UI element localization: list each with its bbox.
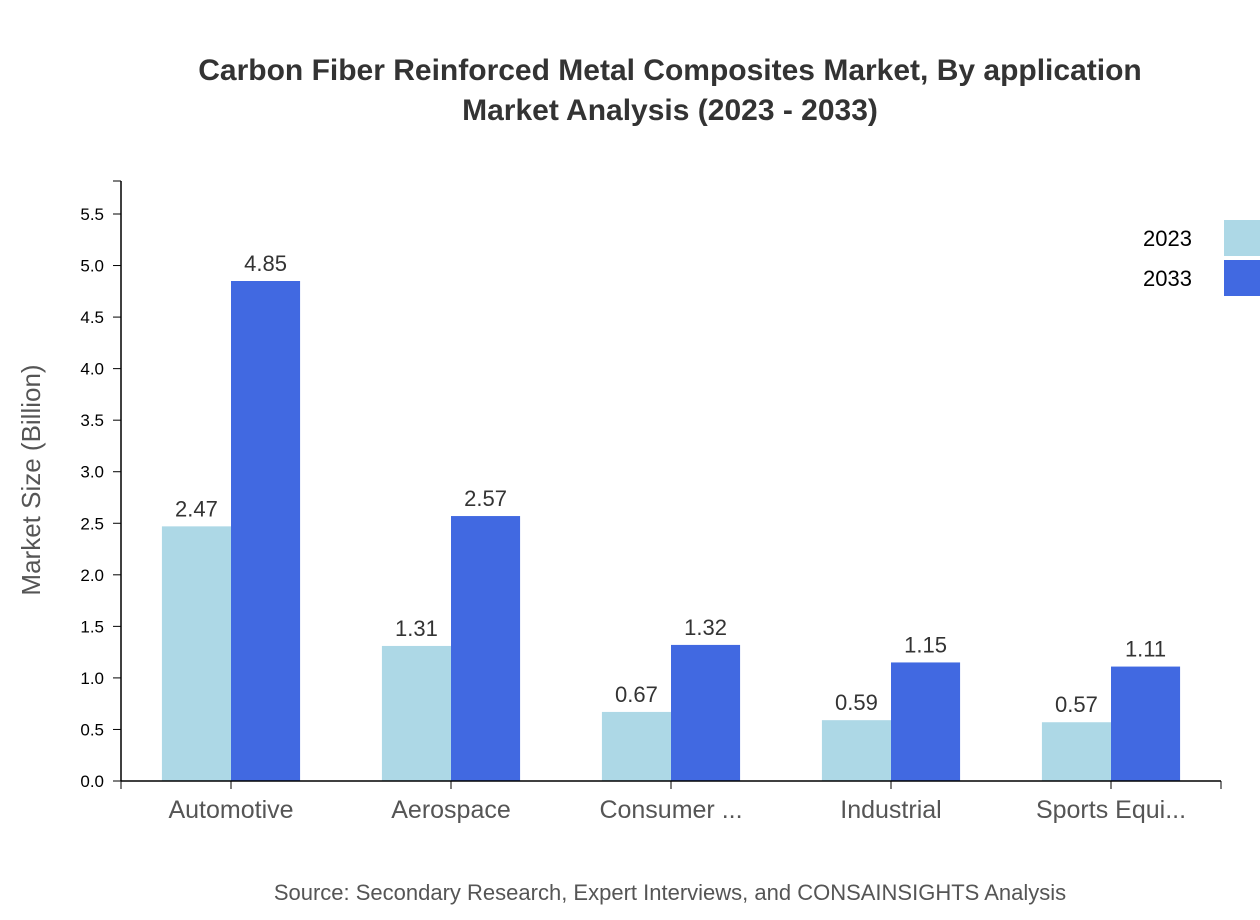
data-label: 1.15 [904, 632, 947, 657]
chart-title: Carbon Fiber Reinforced Metal Composites… [198, 54, 1142, 87]
y-tick-label: 4.5 [80, 308, 104, 327]
bar-2023-3 [821, 720, 891, 781]
y-tick-label: 4.0 [80, 360, 104, 379]
bar-2023-1 [381, 645, 451, 781]
data-label: 4.85 [244, 251, 287, 276]
bar-2033-4 [1111, 666, 1181, 781]
bar-2033-0 [231, 281, 301, 781]
bar-2033-1 [451, 516, 521, 781]
y-axis-label: Market Size (Billion) [16, 364, 46, 595]
x-tick-label: Sports Equi... [1036, 796, 1186, 824]
bar-2033-3 [891, 662, 961, 781]
y-tick-label: 0.0 [80, 772, 104, 791]
x-tick-label: Aerospace [391, 796, 511, 824]
y-tick-label: 5.0 [80, 257, 104, 276]
legend-swatch-2023 [1224, 220, 1260, 256]
y-tick-label: 1.0 [80, 669, 104, 688]
data-label: 1.31 [395, 616, 438, 641]
data-label: 0.67 [615, 682, 658, 707]
data-label: 0.57 [1055, 692, 1098, 717]
y-tick-label: 3.5 [80, 411, 104, 430]
bar-2023-2 [601, 711, 671, 781]
x-tick-label: Consumer ... [599, 796, 742, 824]
x-tick-label: Industrial [840, 796, 941, 824]
x-tick-label: Automotive [168, 796, 293, 824]
bar-2023-4 [1041, 722, 1111, 781]
y-tick-label: 3.0 [80, 463, 104, 482]
y-tick-label: 5.5 [80, 205, 104, 224]
chart-subtitle: Market Analysis (2023 - 2033) [462, 94, 878, 127]
data-label: 2.57 [464, 486, 507, 511]
source-note: Source: Secondary Research, Expert Inter… [274, 880, 1066, 905]
legend-swatch-2033 [1224, 260, 1260, 296]
legend-label: 2023 [1143, 226, 1192, 251]
y-tick-label: 2.5 [80, 514, 104, 533]
y-tick-label: 1.5 [80, 617, 104, 636]
data-label: 1.11 [1125, 637, 1166, 662]
data-label: 2.47 [175, 496, 218, 521]
legend-label: 2033 [1143, 266, 1192, 291]
y-tick-label: 2.0 [80, 566, 104, 585]
bar-2033-2 [671, 644, 741, 781]
y-tick-label: 0.5 [80, 720, 104, 739]
data-label: 1.32 [684, 615, 727, 640]
bar-2023-0 [161, 526, 231, 781]
data-label: 0.59 [835, 690, 878, 715]
